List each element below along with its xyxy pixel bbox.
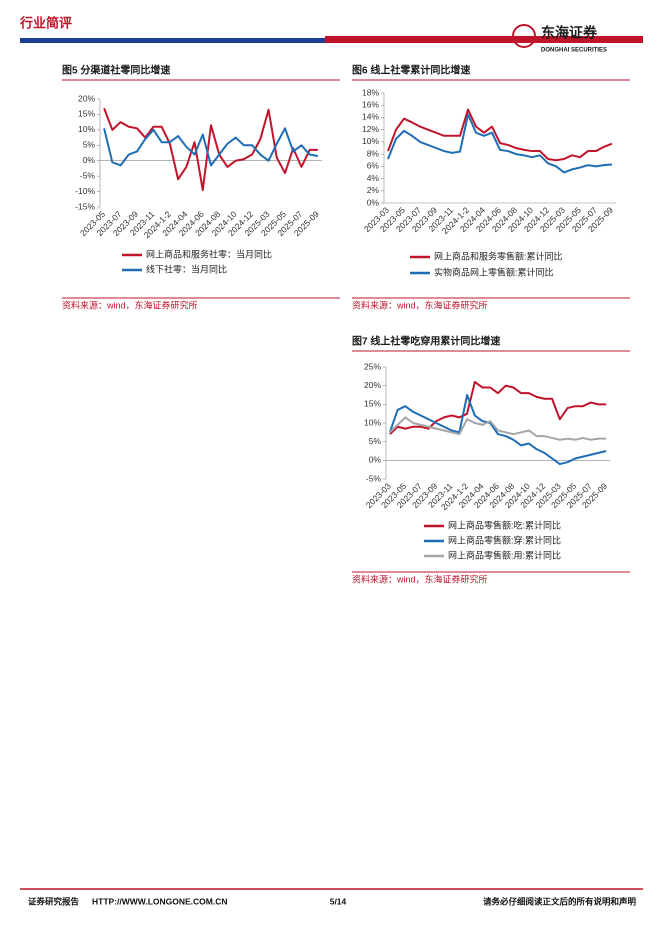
source-note: 资料来源：wind，东海证券研究所: [352, 573, 488, 584]
y-tick-label: 10%: [364, 417, 381, 427]
source-note: 资料来源：wind，东海证券研究所: [352, 299, 488, 310]
y-tick-label: 0%: [369, 455, 382, 465]
y-tick-label: 8%: [367, 148, 380, 158]
legend-label: 线下社零：当月同比: [146, 263, 227, 274]
legend-label: 网上商品和服务社零：当月同比: [146, 248, 272, 259]
y-tick-label: 18%: [362, 87, 379, 97]
source-note: 资料来源：wind，东海证券研究所: [62, 299, 198, 310]
header-bar-blue: [20, 38, 325, 43]
legend-label: 网上商品零售额:穿:累计同比: [448, 534, 561, 545]
logo-en: DONGHAI SECURITIES: [541, 48, 607, 54]
series-line: [103, 127, 319, 167]
header-bar-red: [325, 36, 643, 43]
y-tick-label: 20%: [364, 380, 381, 390]
footer-left: 证券研究报告: [28, 896, 80, 906]
y-tick-label: 4%: [367, 173, 380, 183]
y-tick-label: 10%: [362, 136, 379, 146]
y-tick-label: 12%: [362, 124, 379, 134]
y-tick-label: 14%: [362, 112, 379, 122]
series-line: [387, 113, 613, 174]
legend-label: 网上商品零售额:吃:累计同比: [448, 519, 561, 530]
figure-caption: 图6 线上社零累计同比增速: [352, 64, 470, 77]
logo-cn: 东海证券: [541, 25, 598, 41]
legend-label: 实物商品网上零售额:累计同比: [434, 266, 554, 277]
legend-label: 网上商品和服务零售额:累计同比: [434, 250, 563, 261]
y-tick-label: 16%: [362, 99, 379, 109]
y-tick-label: 15%: [78, 109, 95, 119]
series-line: [389, 416, 607, 441]
series-line: [387, 108, 613, 162]
figure-caption: 图7 线上社零吃穿用累计同比增速: [352, 335, 500, 348]
y-tick-label: -10%: [75, 186, 95, 196]
y-tick-label: 0%: [83, 155, 96, 165]
y-tick-label: 15%: [364, 399, 381, 409]
y-tick-label: 5%: [83, 140, 96, 150]
footer-url: HTTP://WWW.LONGONE.COM.CN: [92, 896, 228, 906]
y-tick-label: 0%: [367, 197, 380, 207]
y-tick-label: -5%: [80, 170, 96, 180]
footer-disclaimer: 请务必仔细阅读正文后的所有说明和声明: [483, 896, 637, 906]
y-tick-label: 6%: [367, 161, 380, 171]
section-title: 行业简评: [19, 15, 72, 30]
y-tick-label: -5%: [366, 473, 382, 483]
y-tick-label: 20%: [78, 93, 95, 103]
y-tick-label: 2%: [367, 185, 380, 195]
footer-page: 5/14: [330, 896, 347, 906]
series-line: [103, 107, 318, 192]
logo-icon: [512, 24, 536, 48]
y-tick-label: 10%: [78, 124, 95, 134]
legend-label: 网上商品零售额:用:累计同比: [448, 549, 561, 560]
y-tick-label: 25%: [364, 361, 381, 371]
figure-caption: 图5 分渠道社零同比增速: [62, 64, 170, 77]
series-line: [389, 380, 607, 435]
y-tick-label: 5%: [369, 436, 382, 446]
y-tick-label: -15%: [75, 201, 95, 211]
series-line: [388, 394, 607, 466]
